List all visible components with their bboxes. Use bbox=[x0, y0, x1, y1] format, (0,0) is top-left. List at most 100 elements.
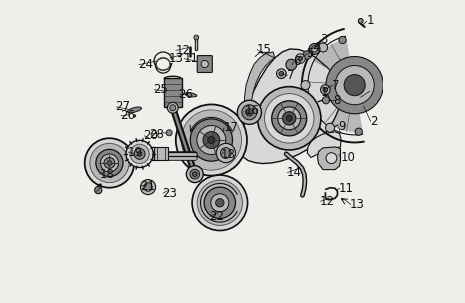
Text: 21: 21 bbox=[140, 180, 155, 193]
Text: 27: 27 bbox=[115, 100, 131, 113]
Circle shape bbox=[95, 186, 102, 194]
Circle shape bbox=[216, 143, 235, 163]
Text: 23: 23 bbox=[163, 187, 178, 200]
Circle shape bbox=[216, 198, 224, 207]
Text: 12: 12 bbox=[175, 44, 190, 57]
Text: 16: 16 bbox=[245, 104, 259, 117]
Text: 2: 2 bbox=[370, 115, 377, 128]
Circle shape bbox=[204, 187, 235, 218]
Circle shape bbox=[203, 132, 220, 148]
Circle shape bbox=[96, 149, 123, 177]
Polygon shape bbox=[318, 147, 340, 170]
Text: 15: 15 bbox=[257, 43, 272, 56]
Circle shape bbox=[278, 107, 301, 130]
Circle shape bbox=[130, 144, 149, 164]
Circle shape bbox=[298, 56, 303, 61]
Circle shape bbox=[309, 44, 320, 54]
Text: 26: 26 bbox=[178, 88, 193, 101]
Circle shape bbox=[211, 194, 229, 212]
Text: 18: 18 bbox=[220, 148, 235, 161]
Circle shape bbox=[283, 112, 296, 125]
Circle shape bbox=[265, 94, 314, 143]
Polygon shape bbox=[245, 52, 275, 109]
Text: 8: 8 bbox=[333, 94, 341, 107]
Circle shape bbox=[90, 143, 129, 183]
Circle shape bbox=[323, 87, 328, 92]
Circle shape bbox=[107, 161, 112, 165]
Circle shape bbox=[320, 85, 330, 95]
Text: 5: 5 bbox=[306, 47, 314, 60]
Circle shape bbox=[201, 60, 208, 68]
Circle shape bbox=[144, 183, 152, 191]
Text: 6: 6 bbox=[293, 55, 300, 68]
FancyBboxPatch shape bbox=[197, 55, 213, 72]
Circle shape bbox=[242, 105, 257, 120]
Circle shape bbox=[326, 153, 337, 164]
Circle shape bbox=[192, 175, 247, 231]
Text: 11: 11 bbox=[184, 52, 199, 65]
Circle shape bbox=[326, 123, 335, 132]
Text: 22: 22 bbox=[209, 210, 224, 223]
Circle shape bbox=[137, 152, 142, 156]
Circle shape bbox=[344, 75, 365, 96]
Circle shape bbox=[176, 105, 247, 176]
Circle shape bbox=[208, 136, 215, 144]
Ellipse shape bbox=[185, 93, 197, 97]
Text: 19: 19 bbox=[127, 146, 143, 158]
Circle shape bbox=[279, 71, 284, 76]
Circle shape bbox=[167, 102, 178, 113]
Circle shape bbox=[194, 35, 199, 40]
Text: 18: 18 bbox=[99, 168, 114, 181]
Circle shape bbox=[190, 119, 232, 161]
Text: 24: 24 bbox=[139, 58, 153, 71]
Text: 17: 17 bbox=[224, 122, 239, 135]
Text: 26: 26 bbox=[120, 109, 135, 122]
Circle shape bbox=[170, 105, 176, 111]
Circle shape bbox=[197, 180, 242, 225]
Text: 7: 7 bbox=[332, 79, 339, 92]
Circle shape bbox=[272, 101, 307, 136]
Circle shape bbox=[181, 110, 241, 170]
Circle shape bbox=[140, 180, 156, 195]
Circle shape bbox=[258, 87, 321, 150]
Text: 9: 9 bbox=[338, 120, 345, 133]
Circle shape bbox=[193, 172, 197, 177]
Circle shape bbox=[355, 128, 362, 135]
Circle shape bbox=[186, 166, 203, 183]
Circle shape bbox=[85, 138, 134, 188]
Text: 10: 10 bbox=[340, 151, 355, 164]
Circle shape bbox=[296, 54, 305, 63]
Text: 11: 11 bbox=[339, 182, 354, 195]
Circle shape bbox=[104, 158, 115, 168]
Circle shape bbox=[322, 97, 330, 104]
Circle shape bbox=[190, 169, 199, 179]
Circle shape bbox=[166, 130, 172, 136]
Bar bbox=[154, 147, 168, 160]
Circle shape bbox=[126, 140, 153, 168]
Circle shape bbox=[100, 154, 119, 172]
Circle shape bbox=[358, 18, 363, 23]
Circle shape bbox=[326, 56, 383, 114]
Circle shape bbox=[277, 69, 286, 78]
Circle shape bbox=[301, 81, 310, 90]
Polygon shape bbox=[239, 49, 340, 164]
Text: 13: 13 bbox=[350, 198, 365, 211]
Bar bbox=[164, 78, 181, 107]
Ellipse shape bbox=[127, 107, 141, 113]
Polygon shape bbox=[307, 132, 341, 158]
Text: 7: 7 bbox=[287, 69, 294, 82]
Text: 14: 14 bbox=[287, 166, 302, 179]
Text: 13: 13 bbox=[169, 52, 184, 65]
Text: 28: 28 bbox=[150, 128, 165, 141]
Circle shape bbox=[220, 148, 231, 158]
Circle shape bbox=[246, 109, 253, 116]
Circle shape bbox=[286, 115, 292, 121]
Circle shape bbox=[197, 125, 226, 155]
Circle shape bbox=[134, 148, 145, 159]
Text: 3: 3 bbox=[320, 33, 327, 46]
Circle shape bbox=[335, 65, 374, 105]
Text: 1: 1 bbox=[321, 86, 328, 99]
Ellipse shape bbox=[133, 115, 136, 117]
Circle shape bbox=[286, 59, 297, 70]
Circle shape bbox=[312, 46, 318, 52]
